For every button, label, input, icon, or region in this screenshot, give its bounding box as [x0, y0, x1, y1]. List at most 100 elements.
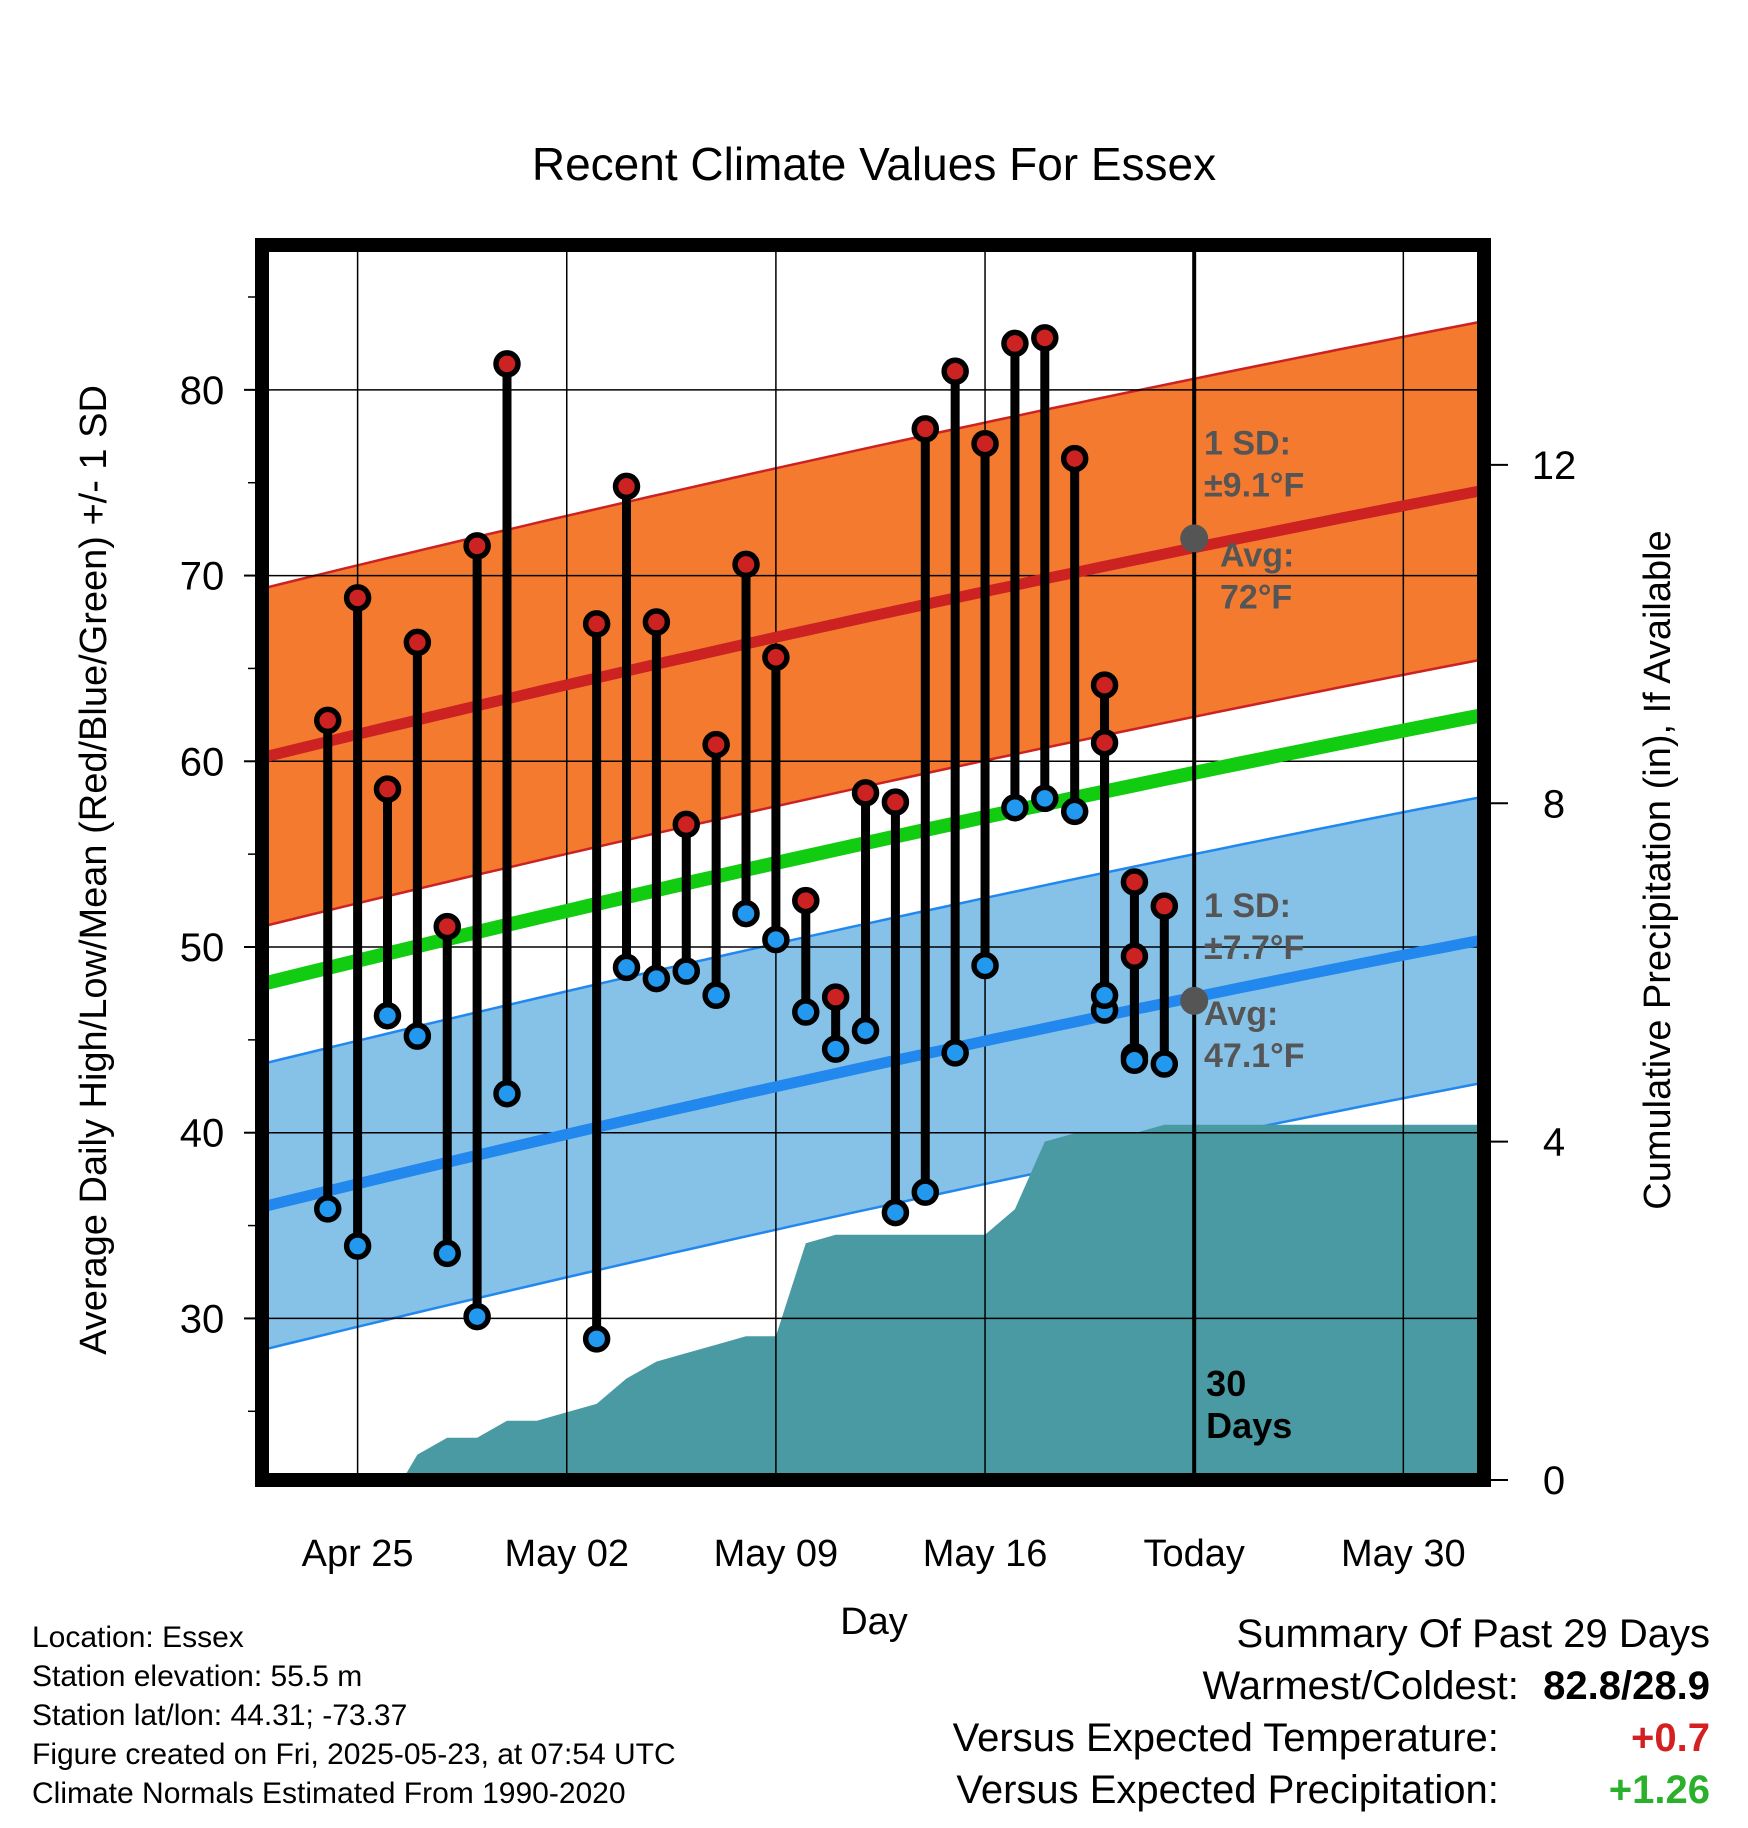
plot-area: 1 SD: ±9.1°F Avg: 72°F 1 SD: ±7.7°F Avg: 47.1°F…: [180, 238, 1576, 1575]
low-sd-band-lower-edge: [262, 1081, 1484, 1352]
y2-axis-label: Cumulative Precipitation (in), If Availa…: [1637, 530, 1679, 1209]
low-point: [941, 1039, 969, 1067]
y-tick-label: 70: [180, 555, 225, 599]
warm-cold-row: Warmest/Coldest: 82.8/28.9: [953, 1660, 1711, 1712]
today-days-label-line: Days: [1206, 1405, 1292, 1446]
x-tick-label: May 16: [923, 1533, 1048, 1575]
x-tick-label: Apr 25: [302, 1533, 414, 1575]
location-text: Location: Essex: [32, 1621, 244, 1654]
high-point: [1090, 671, 1119, 699]
low-point: [1150, 1050, 1179, 1078]
chart-title: Recent Climate Values For Essex: [532, 138, 1216, 190]
high-avg-title: Avg:: [1220, 536, 1294, 574]
low-point: [433, 1239, 461, 1268]
low-point: [612, 953, 641, 982]
y-tick-label: 50: [180, 926, 225, 970]
low-point: [403, 1022, 432, 1050]
high-point: [343, 584, 372, 612]
low-point: [463, 1302, 491, 1331]
high-point: [313, 706, 342, 735]
low-point: [792, 998, 820, 1026]
low-point: [851, 1016, 880, 1045]
low-point: [1060, 797, 1089, 826]
precip-value: +1.26: [1608, 1768, 1710, 1812]
low-point: [672, 957, 701, 985]
temp-value: +0.7: [1631, 1716, 1710, 1760]
high-point: [762, 643, 790, 672]
low-point: [1120, 1046, 1149, 1075]
high-point: [702, 730, 730, 759]
high-point: [941, 357, 969, 386]
high-point: [642, 608, 671, 636]
today-days-label-line: 30: [1206, 1363, 1246, 1404]
plot-frame: [255, 238, 1491, 1487]
high-point: [971, 429, 999, 458]
elevation-text: Station elevation: 55.5 m: [32, 1660, 363, 1693]
y2-tick-label: 8: [1543, 782, 1565, 826]
high-point: [373, 775, 402, 803]
low-point: [1090, 981, 1119, 1010]
x-tick-label: May 09: [714, 1533, 839, 1575]
y-tick-label: 40: [180, 1112, 225, 1156]
high-point: [1120, 942, 1149, 971]
low-point: [582, 1325, 611, 1353]
high-point: [463, 532, 491, 560]
low-sd-value: ±7.7°F: [1204, 929, 1304, 967]
mean-avg-line: [262, 708, 1484, 991]
precip-label: Versus Expected Precipitation:: [956, 1768, 1499, 1812]
low-point: [373, 1001, 402, 1030]
warm-cold-value: 82.8/28.9: [1543, 1664, 1710, 1708]
latlon-text: Station lat/lon: 44.31; -73.37: [32, 1699, 408, 1732]
high-point: [1150, 892, 1179, 920]
high-avg-line: [262, 484, 1484, 763]
low-point: [642, 964, 671, 993]
x-tick-label: May 30: [1341, 1533, 1466, 1575]
warm-cold-label: Warmest/Coldest:: [1202, 1664, 1519, 1708]
low-avg-line: [262, 934, 1484, 1213]
low-point: [702, 981, 730, 1010]
low-avg-title: Avg:: [1204, 995, 1278, 1033]
clipped-plot: [262, 245, 1484, 1480]
low-point: [1001, 793, 1029, 822]
low-point: [493, 1079, 521, 1108]
y-tick-label: 80: [180, 369, 225, 413]
low-avg-today-marker: [1180, 986, 1209, 1015]
high-point: [433, 912, 461, 941]
low-point: [1031, 784, 1059, 813]
precip-row: Versus Expected Precipitation: +1.26: [953, 1764, 1710, 1816]
temp-row: Versus Expected Temperature: +0.7: [953, 1712, 1710, 1764]
y2-tick-label: 0: [1543, 1459, 1565, 1503]
low-point: [313, 1195, 342, 1223]
y-tick-label: 30: [180, 1297, 225, 1341]
high-point: [1031, 324, 1059, 352]
normals-source-text: Climate Normals Estimated From 1990-2020: [32, 1777, 626, 1810]
high-point: [1060, 444, 1089, 473]
low-point: [971, 951, 999, 980]
high-point: [851, 779, 880, 807]
today-days-label: 30 Days: [1206, 1363, 1292, 1446]
high-point: [732, 550, 760, 579]
low-point: [821, 1035, 850, 1063]
low-point: [881, 1198, 910, 1227]
low-avg-value: 47.1°F: [1204, 1037, 1305, 1075]
high-point: [672, 810, 701, 839]
precip-area: [268, 1124, 1484, 1480]
created-text: Figure created on Fri, 2025-05-23, at 07…: [32, 1738, 676, 1771]
high-point: [1001, 329, 1029, 358]
temp-label: Versus Expected Temperature:: [952, 1716, 1499, 1760]
summary-title: Summary Of Past 29 Days: [1236, 1612, 1710, 1656]
high-point: [1090, 728, 1119, 757]
summary-panel: Summary Of Past 29 Days Warmest/Coldest:…: [953, 1608, 1710, 1816]
high-avg-value: 72°F: [1220, 578, 1292, 616]
low-point: [911, 1178, 940, 1206]
high-point: [493, 350, 521, 378]
x-axis-label: Day: [840, 1601, 908, 1643]
high-point: [403, 628, 432, 657]
station-info: Location: Essex Station elevation: 55.5 …: [32, 1618, 676, 1813]
low-sd-band-upper-edge: [262, 795, 1484, 1066]
high-point: [821, 983, 850, 1011]
y2-tick-label: 4: [1543, 1121, 1565, 1165]
low-point: [343, 1232, 372, 1260]
high-avg-today-marker: [1180, 524, 1209, 553]
